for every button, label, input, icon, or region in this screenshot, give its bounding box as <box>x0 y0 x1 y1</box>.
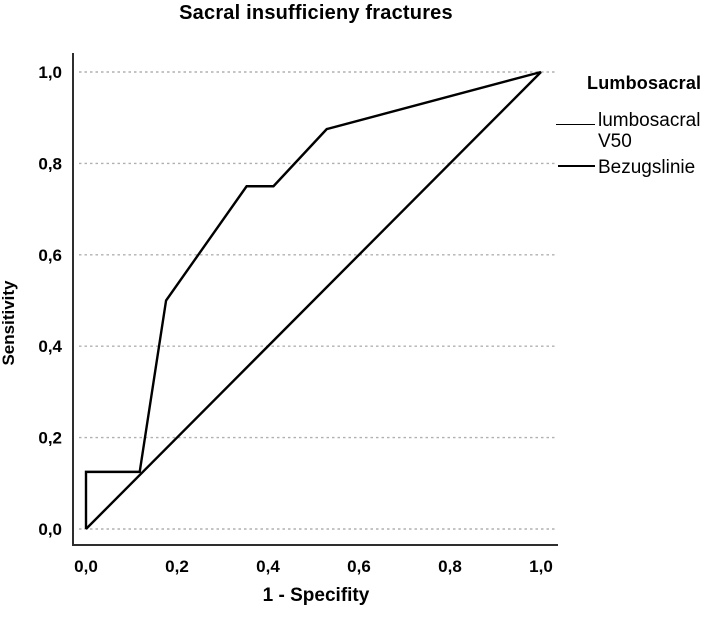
legend-title: Lumbosacral <box>587 73 702 93</box>
x-tick-label: 0,0 <box>74 557 98 576</box>
y-tick-label: 0,6 <box>38 246 62 265</box>
y-tick-label: 0,8 <box>38 154 62 173</box>
legend-item-label: lumbosacral V50 <box>598 110 701 152</box>
x-tick-label: 0,6 <box>347 557 371 576</box>
x-tick-label: 0,2 <box>165 557 189 576</box>
x-axis-label: 1 - Specifity <box>262 585 370 606</box>
y-tick-label: 0,4 <box>38 337 62 356</box>
x-tick-label: 0,4 <box>256 557 280 576</box>
legend-item-roc-curve: lumbosacral V50 <box>556 110 712 152</box>
legend-item-reference-line: Bezugslinie <box>556 157 712 178</box>
x-tick-label: 0,8 <box>438 557 462 576</box>
roc-line-swatch-icon <box>556 124 595 125</box>
reference-diagonal-line <box>85 71 542 530</box>
x-tick-label: 1,0 <box>529 557 553 576</box>
legend: Lumbosacral lumbosacral V50 Bezugslinie <box>556 73 712 178</box>
reference-line-swatch-icon <box>558 165 595 167</box>
y-tick-label: 0,2 <box>38 429 62 448</box>
y-tick-label: 1,0 <box>38 63 62 82</box>
legend-item-label: Bezugslinie <box>598 157 696 178</box>
roc-curve-line <box>84 70 542 529</box>
chart-title: Sacral insufficieny fractures <box>179 2 453 24</box>
y-tick-label: 0,0 <box>38 520 62 539</box>
